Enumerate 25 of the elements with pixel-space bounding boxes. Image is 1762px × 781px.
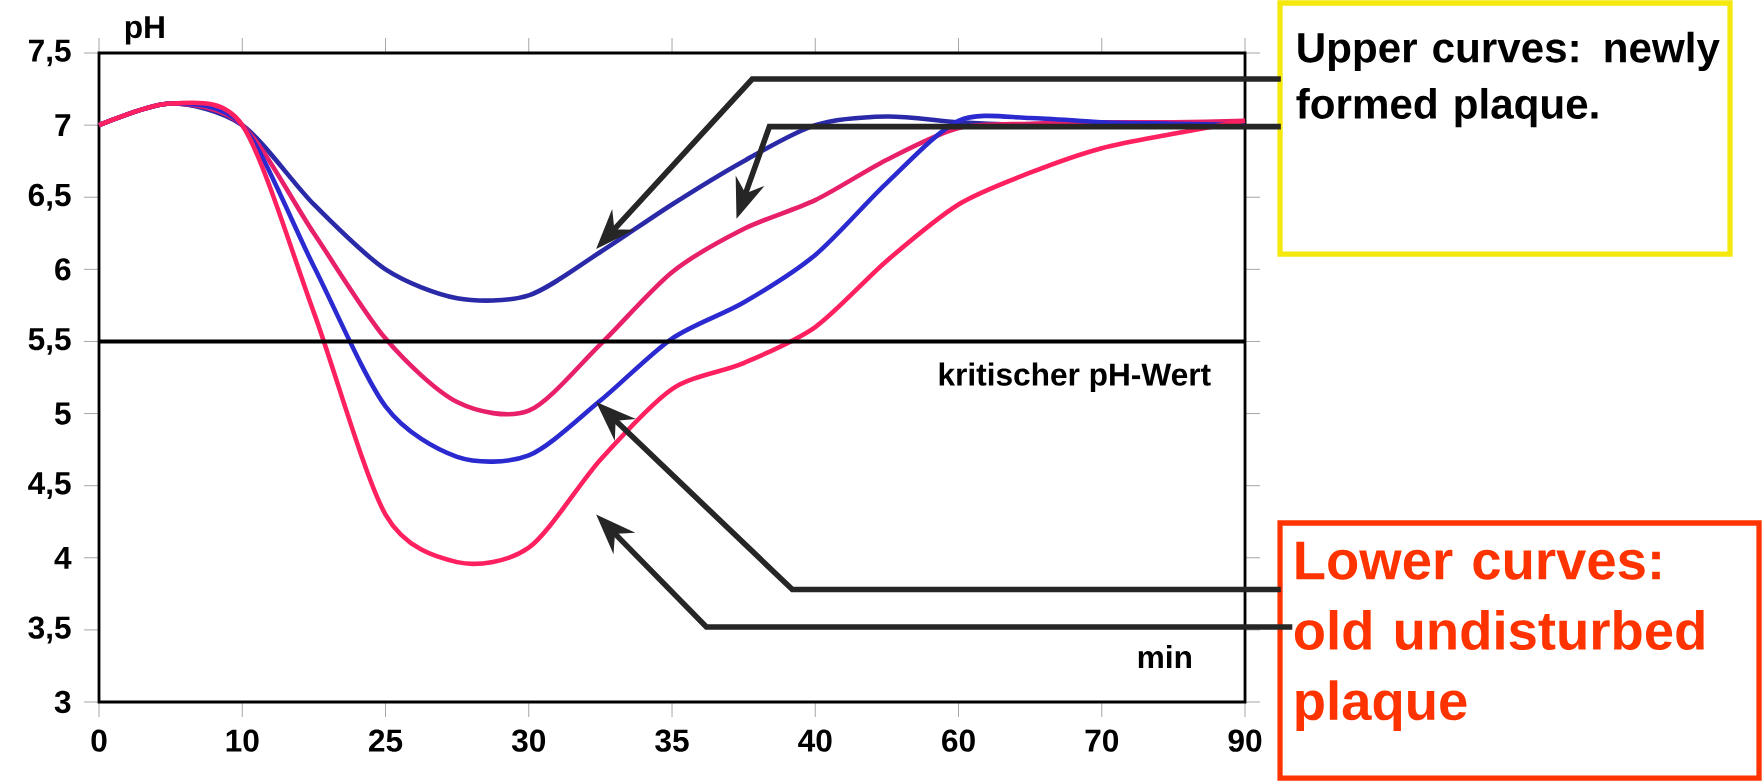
y-tick-label: 6 <box>55 258 71 281</box>
x-tick-label: 60 <box>942 729 975 752</box>
x-tick-label: 25 <box>369 729 403 752</box>
y-tick-label: 3 <box>54 690 71 714</box>
y-tick-label: 7 <box>55 114 71 137</box>
y-tick-label: 4 <box>54 546 72 569</box>
x-tick-label: 30 <box>511 729 546 752</box>
y-axis-title: pH <box>125 16 164 45</box>
line-series <box>96 100 1248 566</box>
y-tick-label: 3,5 <box>28 616 71 644</box>
y-tick-label: 7,5 <box>29 39 71 67</box>
x-tick-label: 70 <box>1085 729 1119 752</box>
x-tick-label: 90 <box>1228 729 1262 752</box>
text: Lower curves: old undisturbed plaque <box>1294 541 1704 732</box>
text: Upper curves: newly formed plaque. <box>1296 31 1720 128</box>
x-tick-label: 10 <box>226 729 259 752</box>
ref-line-label: kritischer pH-Wert <box>939 362 1211 393</box>
y-tick-label: 4,5 <box>28 472 71 500</box>
x-axis-title: min <box>1138 645 1191 669</box>
x-tick-label: 0 <box>91 729 107 752</box>
x-tick-label: 40 <box>798 729 832 752</box>
y-tick-label: 5 <box>55 402 71 425</box>
y-tick-label: 6,5 <box>28 183 71 211</box>
y-tick-label: 5,5 <box>28 328 71 355</box>
x-tick-label: 35 <box>655 729 689 752</box>
